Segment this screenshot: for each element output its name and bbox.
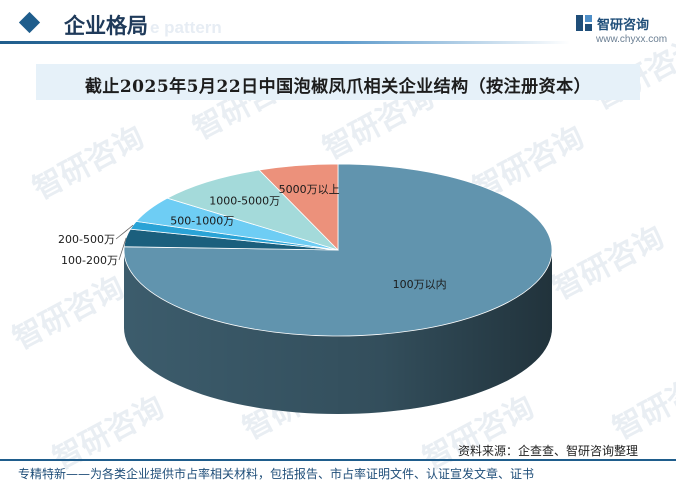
label-leader-line <box>115 224 134 240</box>
brand-logo: 智研咨询 www.chyxx.com <box>575 12 670 48</box>
pie-slice-5000万以上 <box>258 163 339 251</box>
section-header: e pattern 企业格局 智研咨询 www.chyxx.com <box>0 0 676 52</box>
slice-label: 500-1000万 <box>170 215 234 228</box>
section-title: 企业格局 <box>64 14 148 38</box>
slice-label: 5000万以上 <box>279 183 340 196</box>
logo-url: www.chyxx.com <box>596 34 668 45</box>
slice-label: 100-200万 <box>61 254 118 267</box>
slice-label: 100万以内 <box>393 277 447 291</box>
label-leader-line <box>118 237 127 261</box>
header-divider <box>0 41 570 44</box>
chart-title-band: 截止2025年5月22日中国泡椒凤爪相关企业结构（按注册资本） <box>36 64 640 100</box>
source-note: 资料来源：企查查、智研咨询整理 <box>458 444 639 458</box>
pie-side-shading <box>124 250 552 414</box>
logo-mark-icon <box>576 15 592 31</box>
slice-label: 1000-5000万 <box>209 195 280 208</box>
footer-tagline: 专精特新——为各类企业提供市占率相关材料，包括报告、市占率证明文件、认证宣发文章… <box>18 467 535 481</box>
pie-slice-1000-5000万 <box>166 169 339 251</box>
chart-title: 截止2025年5月22日中国泡椒凤爪相关企业结构（按注册资本） <box>84 77 592 97</box>
slice-label: 200-500万 <box>58 233 115 246</box>
logo-text: 智研咨询 <box>597 18 650 33</box>
footer-divider <box>0 459 676 461</box>
section-title-english: e pattern <box>150 18 222 37</box>
